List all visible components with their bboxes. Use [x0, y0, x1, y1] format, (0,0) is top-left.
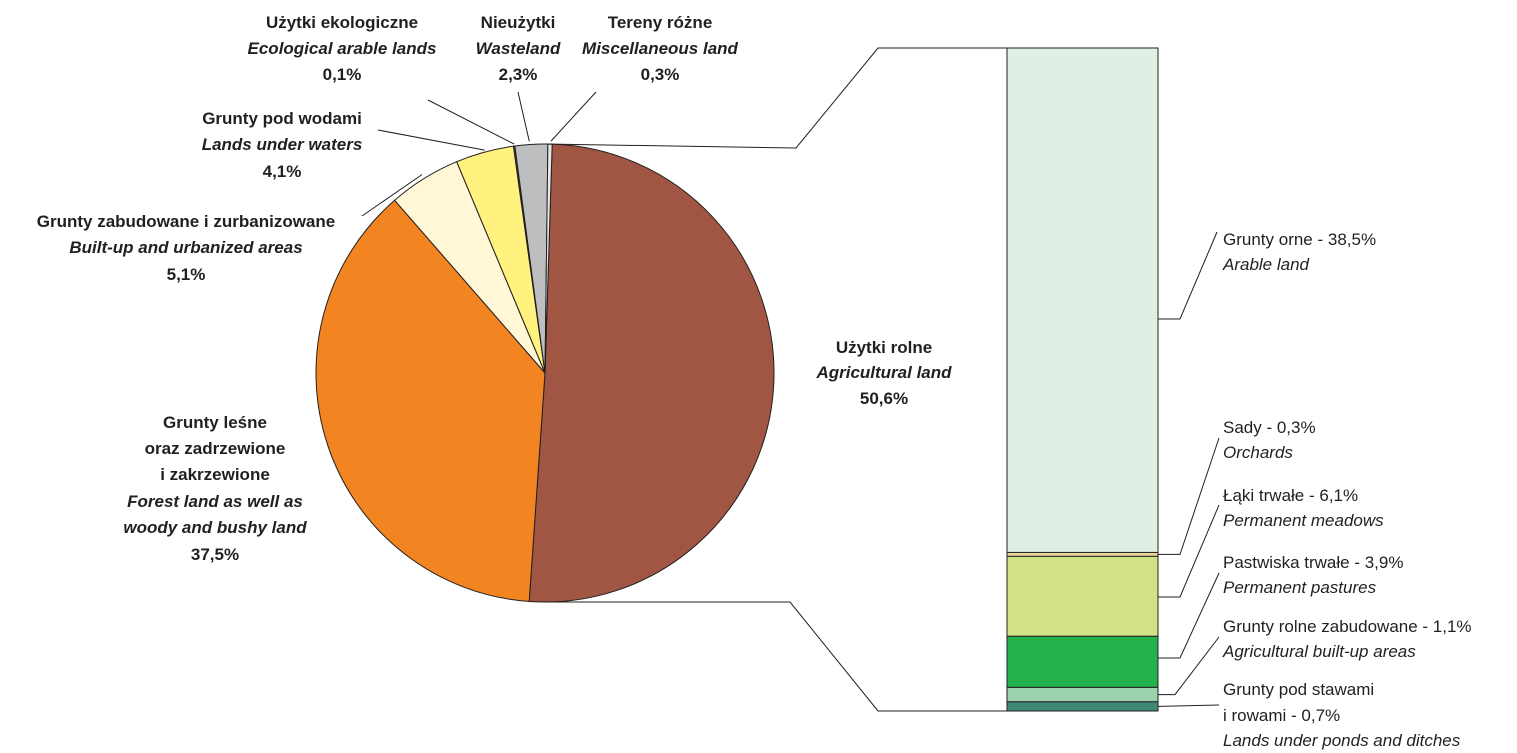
bar-segment-meadows — [1006, 555, 1159, 637]
label-waters-value: 4,1% — [263, 162, 302, 181]
connector-top — [544, 47, 1007, 149]
leader-agri-builtup — [1158, 636, 1220, 696]
leader-arable — [1158, 231, 1218, 320]
label-misc-pl: Tereny różne — [608, 13, 713, 32]
leader-wasteland — [517, 91, 530, 142]
label-waters-pl: Grunty pod wodami — [202, 109, 362, 128]
label-ecological-pl: Użytki ekologiczne — [266, 13, 418, 32]
label-orchards-pl: Sady - 0,3% — [1223, 418, 1316, 437]
label-agri-builtup-en: Agricultural built-up areas — [1222, 642, 1416, 661]
label-agricultural-en: Agricultural land — [815, 363, 952, 382]
label-forest-pl-line: Grunty leśne — [163, 413, 267, 432]
label-arable-pl: Grunty orne - 38,5% — [1223, 230, 1376, 249]
leader-ecological — [427, 99, 515, 145]
leader-pastures — [1158, 572, 1220, 659]
label-builtup-value: 5,1% — [167, 265, 206, 284]
label-wasteland-pl: Nieużytki — [481, 13, 556, 32]
label-meadows-pl: Łąki trwałe - 6,1% — [1223, 486, 1358, 505]
bar-segment-ponds — [1006, 701, 1159, 712]
label-agri-builtup-pl: Grunty rolne zabudowane - 1,1% — [1223, 617, 1472, 636]
label-ecological-en: Ecological arable lands — [248, 39, 437, 58]
label-ponds-pl-line: i rowami - 0,7% — [1223, 706, 1340, 725]
pie-slice-agricultural — [528, 143, 775, 603]
bar-segment-orchards — [1006, 551, 1159, 557]
bar-segment-agri_builtup — [1006, 686, 1159, 703]
pie-labels: Użytki rolne Agricultural land 50,6% Grunty… — [37, 13, 952, 564]
leader-orchards — [1158, 437, 1220, 555]
leader-builtup — [361, 174, 423, 217]
label-forest-en-line: Forest land as well as — [127, 492, 303, 511]
leader-ponds — [1157, 704, 1220, 707]
pie-slice-forest — [315, 199, 546, 602]
label-wasteland-en: Wasteland — [476, 39, 561, 58]
label-misc-en: Miscellaneous land — [582, 39, 738, 58]
label-ponds-pl-line: Grunty pod stawami — [1223, 680, 1374, 699]
label-forest-value: 37,5% — [191, 545, 239, 564]
label-arable-en: Arable land — [1222, 255, 1310, 274]
bar-segment-pastures — [1006, 635, 1159, 688]
connector-bottom — [545, 601, 1007, 712]
label-forest-en-line: woody and bushy land — [123, 518, 307, 537]
label-agricultural-pl: Użytki rolne — [836, 338, 932, 357]
pie-to-bar-connectors — [544, 47, 1007, 712]
label-wasteland-value: 2,3% — [499, 65, 538, 84]
label-ponds-en: Lands under ponds and ditches — [1223, 731, 1461, 750]
leader-misc — [550, 91, 597, 142]
label-pastures-en: Permanent pastures — [1223, 578, 1377, 597]
label-misc-value: 0,3% — [641, 65, 680, 84]
label-agricultural-value: 50,6% — [860, 389, 908, 408]
label-meadows-en: Permanent meadows — [1223, 511, 1384, 530]
stacked-bar — [1006, 47, 1159, 712]
leader-waters — [377, 129, 485, 151]
label-ecological-value: 0,1% — [323, 65, 362, 84]
label-builtup-pl: Grunty zabudowane i zurbanizowane — [37, 212, 335, 231]
label-builtup-en: Built-up and urbanized areas — [69, 238, 302, 257]
pie-chart — [315, 143, 775, 603]
label-forest-pl-line: i zakrzewione — [160, 465, 270, 484]
label-waters-en: Lands under waters — [202, 135, 363, 154]
leader-meadows — [1158, 504, 1220, 598]
label-pastures-pl: Pastwiska trwałe - 3,9% — [1223, 553, 1403, 572]
bar-segment-arable — [1006, 47, 1159, 553]
label-forest-pl-line: oraz zadrzewione — [145, 439, 286, 458]
label-orchards-en: Orchards — [1223, 443, 1293, 462]
bar-labels: Grunty orne - 38,5% Arable land Sady - 0,3… — [1157, 230, 1472, 750]
